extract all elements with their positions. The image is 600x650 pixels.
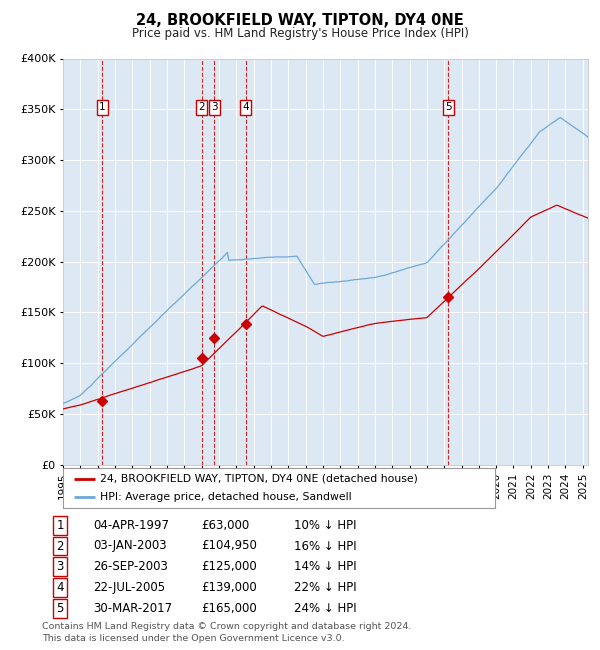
- Text: 3: 3: [211, 102, 218, 112]
- Text: 03-JAN-2003: 03-JAN-2003: [93, 540, 167, 552]
- Text: £125,000: £125,000: [201, 560, 257, 573]
- Text: 10% ↓ HPI: 10% ↓ HPI: [294, 519, 356, 532]
- Text: £63,000: £63,000: [201, 519, 249, 532]
- Text: 24% ↓ HPI: 24% ↓ HPI: [294, 602, 356, 615]
- Text: 5: 5: [445, 102, 452, 112]
- Text: 14% ↓ HPI: 14% ↓ HPI: [294, 560, 356, 573]
- Text: 22-JUL-2005: 22-JUL-2005: [93, 581, 165, 594]
- Text: 1: 1: [56, 519, 64, 532]
- Text: 24, BROOKFIELD WAY, TIPTON, DY4 0NE (detached house): 24, BROOKFIELD WAY, TIPTON, DY4 0NE (det…: [100, 474, 418, 484]
- Text: £139,000: £139,000: [201, 581, 257, 594]
- Text: 04-APR-1997: 04-APR-1997: [93, 519, 169, 532]
- Text: 22% ↓ HPI: 22% ↓ HPI: [294, 581, 356, 594]
- Text: 5: 5: [56, 602, 64, 615]
- Text: 24, BROOKFIELD WAY, TIPTON, DY4 0NE: 24, BROOKFIELD WAY, TIPTON, DY4 0NE: [136, 13, 464, 28]
- Text: 16% ↓ HPI: 16% ↓ HPI: [294, 540, 356, 552]
- Text: 2: 2: [199, 102, 205, 112]
- Text: £165,000: £165,000: [201, 602, 257, 615]
- Text: Price paid vs. HM Land Registry's House Price Index (HPI): Price paid vs. HM Land Registry's House …: [131, 27, 469, 40]
- Text: 4: 4: [56, 581, 64, 594]
- Text: Contains HM Land Registry data © Crown copyright and database right 2024.
This d: Contains HM Land Registry data © Crown c…: [42, 622, 412, 643]
- Text: 3: 3: [56, 560, 64, 573]
- Text: 30-MAR-2017: 30-MAR-2017: [93, 602, 172, 615]
- Text: 2: 2: [56, 540, 64, 552]
- Text: £104,950: £104,950: [201, 540, 257, 552]
- Text: 26-SEP-2003: 26-SEP-2003: [93, 560, 168, 573]
- Text: HPI: Average price, detached house, Sandwell: HPI: Average price, detached house, Sand…: [100, 493, 352, 502]
- Text: 1: 1: [99, 102, 106, 112]
- Text: 4: 4: [242, 102, 249, 112]
